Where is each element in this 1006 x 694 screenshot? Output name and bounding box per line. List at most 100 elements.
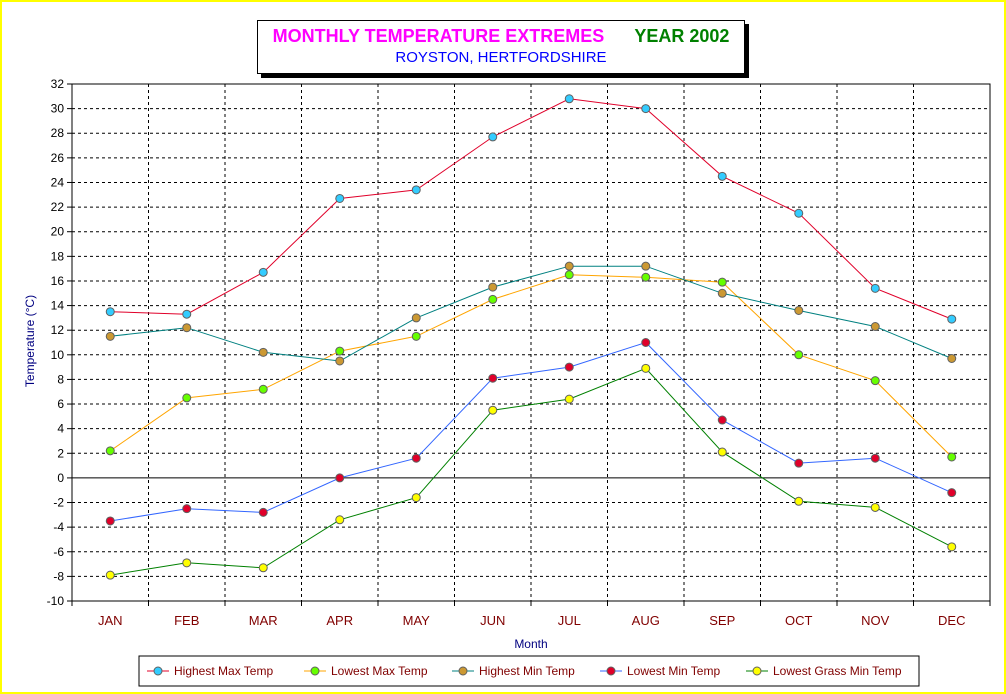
data-point [488, 373, 498, 383]
data-point [258, 347, 268, 357]
data-point [794, 496, 804, 506]
series-line [110, 341, 953, 522]
x-tick-label: APR [326, 613, 353, 628]
x-axis-title: Month [514, 637, 547, 651]
data-point [870, 321, 880, 331]
chart-subtitle: ROYSTON, HERTFORDSHIRE [395, 49, 607, 66]
data-point [564, 94, 574, 104]
x-tick-label: JUL [558, 613, 581, 628]
legend-marker [310, 666, 320, 676]
data-point [794, 305, 804, 315]
title-box: MONTHLY TEMPERATURE EXTREMES YEAR 2002 RO… [257, 20, 745, 74]
grid [72, 83, 990, 601]
x-tick-label: FEB [174, 613, 199, 628]
legend-label: Highest Min Temp [479, 664, 575, 678]
y-tick-label: 12 [51, 323, 65, 337]
axes [67, 83, 991, 606]
data-point [870, 453, 880, 463]
legend-marker [606, 666, 616, 676]
legend-label: Lowest Grass Min Temp [773, 664, 902, 678]
legend-marker [458, 666, 468, 676]
data-point [564, 270, 574, 280]
y-tick-label: 16 [51, 274, 65, 288]
x-tick-labels: JAN FEB MAR APR MAY JUN JUL AUG SEP OCT NOV DEC [98, 613, 966, 628]
data-point [488, 282, 498, 292]
legend-label: Lowest Min Temp [627, 664, 720, 678]
data-point [258, 507, 268, 517]
data-point [488, 294, 498, 304]
y-tick-label: 6 [57, 397, 64, 411]
data-point [870, 502, 880, 512]
series [105, 94, 957, 580]
legend-marker [752, 666, 762, 676]
data-point [182, 558, 192, 568]
series-2 [105, 270, 957, 462]
data-point [870, 376, 880, 386]
x-tick-label: AUG [632, 613, 660, 628]
legend-item: Highest Max Temp [147, 664, 273, 678]
data-point [411, 493, 421, 503]
y-tick-label: -10 [47, 594, 65, 608]
y-tick-label: 30 [51, 102, 65, 116]
series-4 [105, 338, 957, 526]
legend: Highest Max Temp Lowest Max Temp Highest M… [138, 655, 920, 687]
y-tick-label: 18 [51, 249, 65, 263]
data-point [335, 473, 345, 483]
series-line [110, 274, 953, 458]
legend-marker [153, 666, 163, 676]
data-point [335, 356, 345, 366]
plot-area-border [71, 83, 991, 602]
y-tick-label: 20 [51, 225, 65, 239]
data-point [105, 307, 115, 317]
y-axis-title: Temperature (°C) [23, 295, 37, 387]
y-tick-label: -8 [53, 569, 64, 583]
data-point [182, 309, 192, 319]
x-tick-label: MAY [403, 613, 431, 628]
data-point [717, 288, 727, 298]
y-tick-label: 26 [51, 151, 65, 165]
year-label: YEAR 2002 [634, 26, 730, 46]
y-tick-label: 14 [51, 299, 65, 313]
y-tick-label: 10 [51, 348, 65, 362]
data-point [641, 363, 651, 373]
data-point [641, 261, 651, 271]
data-point [258, 563, 268, 573]
data-point [411, 313, 421, 323]
y-tick-label: 0 [57, 471, 64, 485]
series-3 [105, 261, 957, 366]
data-point [717, 171, 727, 181]
data-point [794, 458, 804, 468]
data-point [182, 504, 192, 514]
data-point [335, 193, 345, 203]
y-tick-label: 24 [51, 175, 65, 189]
data-point [794, 208, 804, 218]
legend-item: Highest Min Temp [452, 664, 575, 678]
data-point [335, 515, 345, 525]
data-point [717, 277, 727, 287]
data-point [641, 104, 651, 114]
data-point [564, 394, 574, 404]
x-tick-label: JUN [480, 613, 505, 628]
data-point [870, 283, 880, 293]
legend-item: Lowest Grass Min Temp [746, 664, 902, 678]
data-point [947, 452, 957, 462]
series-1 [105, 94, 957, 324]
y-tick-label: 32 [51, 77, 65, 91]
data-point [947, 542, 957, 552]
x-tick-label: DEC [938, 613, 965, 628]
data-point [411, 185, 421, 195]
data-point [717, 447, 727, 457]
data-point [564, 261, 574, 271]
data-point [411, 453, 421, 463]
data-point [641, 338, 651, 347]
chart-title: MONTHLY TEMPERATURE EXTREMES [272, 26, 605, 46]
x-tick-label: OCT [785, 613, 813, 628]
y-tick-label: -4 [53, 520, 64, 534]
data-point [105, 331, 115, 341]
legend-box [138, 655, 920, 687]
data-point [258, 267, 268, 277]
y-tick-label: 4 [57, 422, 64, 436]
data-point [488, 132, 498, 142]
data-point [564, 362, 574, 372]
